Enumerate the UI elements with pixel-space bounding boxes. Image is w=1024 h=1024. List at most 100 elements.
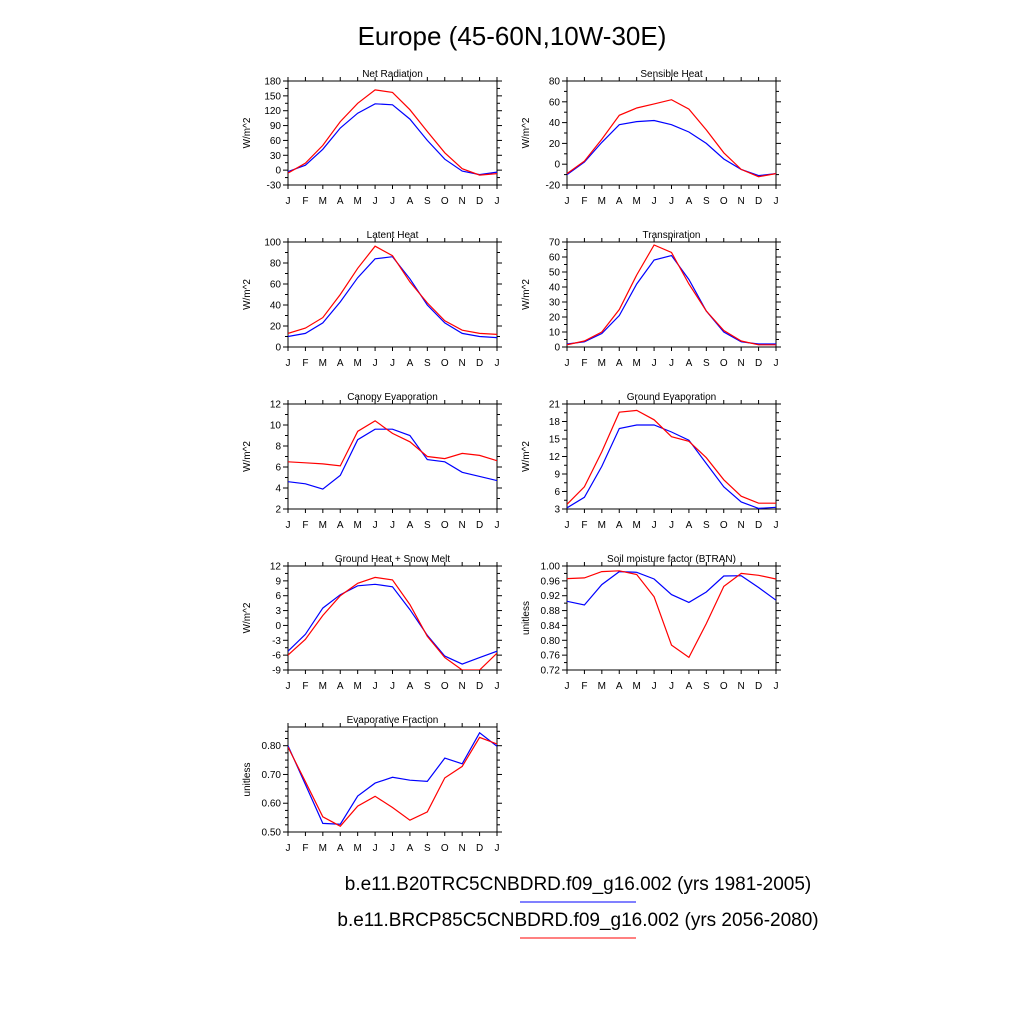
y-tick-label: 60	[549, 253, 561, 264]
x-tick-label: O	[720, 196, 728, 207]
x-tick-label: M	[319, 843, 327, 854]
x-tick-label: A	[407, 681, 414, 692]
x-tick-label: J	[390, 843, 395, 854]
x-tick-label: J	[495, 681, 500, 692]
y-axis-label: W/m^2	[521, 279, 532, 310]
y-tick-label: 30	[549, 298, 561, 309]
y-tick-label: 12	[270, 562, 282, 573]
y-tick-label: 40	[270, 301, 282, 312]
x-tick-label: M	[598, 358, 606, 369]
y-tick-label: 6	[554, 487, 560, 498]
plot-frame	[566, 403, 777, 510]
series-line-1	[288, 736, 497, 827]
x-tick-label: O	[720, 681, 728, 692]
x-tick-label: A	[616, 196, 623, 207]
x-tick-label: O	[720, 520, 728, 531]
x-tick-label: F	[302, 681, 308, 692]
x-tick-label: D	[476, 358, 483, 369]
y-tick-label: 20	[270, 322, 282, 333]
series-line-0	[567, 119, 776, 177]
x-tick-label: S	[424, 681, 431, 692]
x-tick-label: N	[459, 520, 466, 531]
x-tick-label: M	[598, 520, 606, 531]
x-tick-label: S	[424, 196, 431, 207]
x-tick-label: J	[495, 843, 500, 854]
chart-title: Canopy Evaporation	[347, 392, 438, 403]
x-tick-label: M	[353, 196, 361, 207]
y-tick-label: 18	[549, 417, 561, 428]
y-tick-label: 40	[549, 283, 561, 294]
y-tick-label: 0	[275, 621, 281, 632]
y-tick-label: 10	[270, 421, 282, 432]
y-axis-label: W/m^2	[521, 441, 532, 472]
y-tick-label: 2	[275, 505, 281, 516]
chart-title: Sensible Heat	[640, 69, 702, 80]
x-tick-label: A	[686, 520, 693, 531]
series-line-0	[288, 428, 497, 490]
y-tick-label: 0.72	[541, 666, 561, 677]
y-tick-label: 50	[549, 268, 561, 279]
y-tick-label: 80	[549, 77, 561, 88]
x-tick-label: A	[616, 520, 623, 531]
y-tick-label: 100	[264, 238, 281, 249]
series-line-1	[288, 89, 497, 176]
y-tick-label: 6	[275, 463, 281, 474]
x-tick-label: A	[337, 358, 344, 369]
x-tick-label: J	[565, 196, 570, 207]
x-tick-label: J	[390, 196, 395, 207]
x-tick-label: J	[286, 520, 291, 531]
x-tick-label: S	[703, 358, 710, 369]
x-tick-label: M	[353, 358, 361, 369]
legend: b.e11.B20TRC5CNBDRD.f09_g16.002 (yrs 198…	[337, 874, 819, 939]
series-line-1	[567, 244, 776, 346]
x-tick-label: F	[302, 196, 308, 207]
x-tick-label: F	[302, 843, 308, 854]
legend-label-hist: b.e11.B20TRC5CNBDRD.f09_g16.002 (yrs 198…	[345, 874, 811, 895]
series-line-0	[567, 424, 776, 509]
y-tick-label: 120	[264, 106, 281, 117]
x-tick-label: N	[738, 358, 745, 369]
y-axis-label: unitless	[242, 763, 253, 797]
y-tick-label: -20	[546, 181, 561, 192]
series-line-1	[288, 420, 497, 467]
y-tick-label: 70	[549, 238, 561, 249]
y-tick-label: 0.80	[541, 636, 561, 647]
x-tick-label: O	[441, 196, 449, 207]
x-tick-label: F	[581, 358, 587, 369]
x-tick-label: N	[459, 196, 466, 207]
y-tick-label: 150	[264, 91, 281, 102]
x-tick-label: O	[441, 520, 449, 531]
x-tick-label: M	[632, 196, 640, 207]
y-tick-label: -30	[267, 181, 282, 192]
y-tick-label: 80	[270, 259, 282, 270]
y-tick-label: 3	[554, 505, 560, 516]
y-tick-label: 20	[549, 139, 561, 150]
y-tick-label: 0.76	[541, 651, 561, 662]
x-tick-label: N	[459, 843, 466, 854]
x-tick-label: J	[373, 843, 378, 854]
x-tick-label: F	[302, 520, 308, 531]
x-tick-label: N	[738, 520, 745, 531]
x-tick-label: S	[703, 520, 710, 531]
x-tick-label: A	[616, 358, 623, 369]
y-tick-label: 0.50	[262, 828, 282, 839]
y-tick-label: 60	[270, 136, 282, 147]
chart-title: Latent Heat	[367, 230, 419, 241]
y-tick-label: 21	[549, 400, 561, 411]
chart-panel-7: Soil moisture factor (BTRAN) 0.72 0.76 0.80…	[521, 554, 781, 692]
x-tick-label: J	[652, 520, 657, 531]
series-line-1	[288, 245, 497, 335]
x-tick-label: J	[390, 681, 395, 692]
y-tick-label: 15	[549, 435, 561, 446]
x-tick-label: M	[632, 520, 640, 531]
y-tick-label: 4	[275, 484, 281, 495]
x-tick-label: O	[720, 358, 728, 369]
y-tick-label: 0.84	[541, 621, 561, 632]
series-line-1	[567, 409, 776, 505]
